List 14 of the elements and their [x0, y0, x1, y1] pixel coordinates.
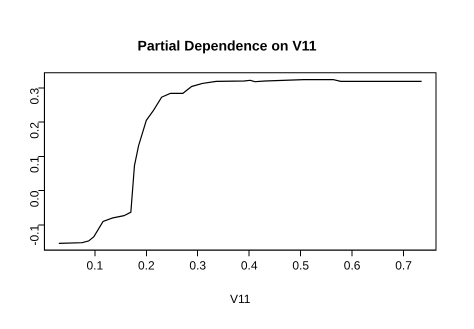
x-tick-label: 0.7: [395, 258, 412, 273]
chart-title: Partial Dependence on V11: [138, 37, 317, 54]
y-tick-label: 0.3: [28, 88, 42, 105]
x-tick-label: 0.2: [138, 258, 155, 273]
x-axis-title: V11: [230, 292, 251, 306]
x-tick-label: 0.3: [189, 258, 206, 273]
y-tick-label: 0.1: [28, 156, 42, 174]
y-tick-label: 0.0: [28, 190, 42, 208]
x-tick-label: 0.6: [344, 258, 361, 273]
x-tick-label: 0.5: [292, 258, 310, 273]
x-tick-label: 0.4: [240, 258, 258, 273]
y-tick-label: -0.1: [28, 224, 42, 246]
x-tick-label: 0.1: [86, 258, 104, 273]
y-tick-label: 0.2: [28, 122, 42, 139]
